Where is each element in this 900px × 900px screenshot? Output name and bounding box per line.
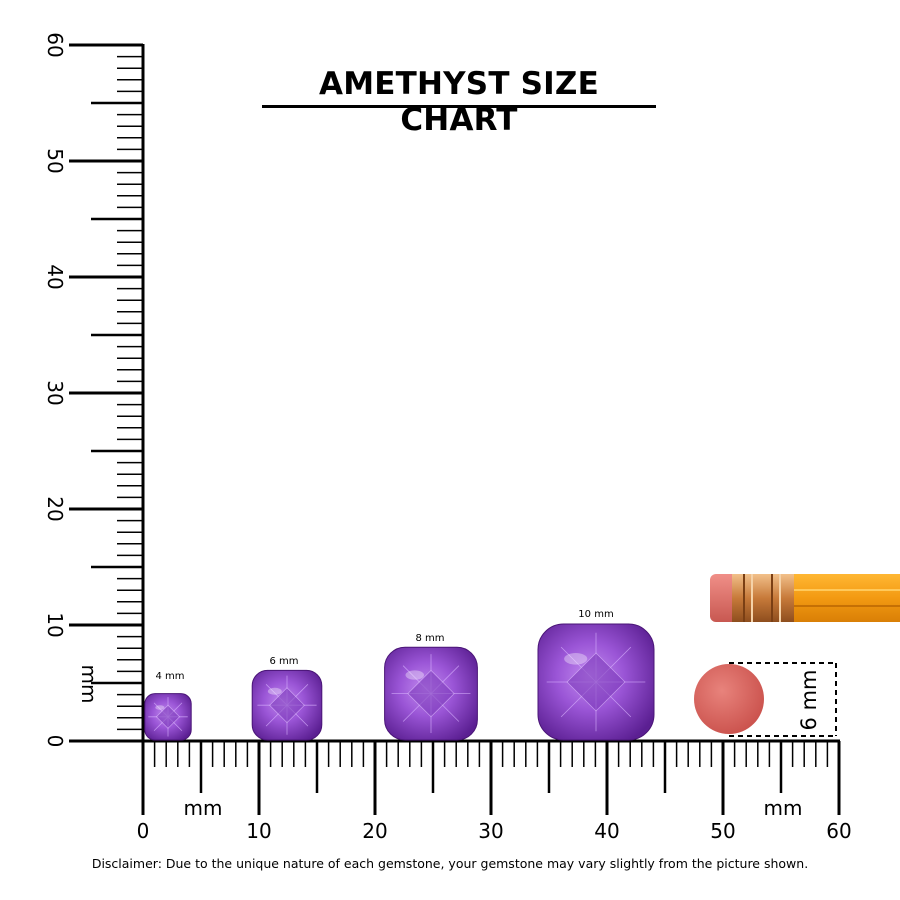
title-underline [262,105,656,108]
x-tick-label: 30 [478,819,503,843]
y-tick-label: 0 [43,735,67,748]
x-tick-label: 20 [362,819,387,843]
eraser-dimension-label: 6 mm [797,670,821,731]
gem-4mm [144,693,192,741]
x-tick-label: 60 [826,819,851,843]
gem-highlight [405,670,425,680]
gem-6mm [251,669,323,741]
gem-label-8mm: 8 mm [415,633,445,644]
horizontal-ruler-labels: 0 10 20 30 40 50 60 [137,819,852,843]
pencil-illustration [710,574,900,622]
y-tick-label: 60 [43,32,67,57]
gem-label-10mm: 10 mm [578,609,614,620]
disclaimer-text: Disclaimer: Due to the unique nature of … [91,856,809,871]
y-tick-label: 40 [43,264,67,289]
pencil-ferrule [732,574,794,622]
gem-label-4mm: 4 mm [155,671,185,682]
gem-highlight [564,653,588,665]
gem-8mm [384,646,478,741]
x-unit-label-right: mm [764,796,803,820]
y-tick-label: 20 [43,496,67,521]
eraser-circle [694,664,764,734]
gem-table [407,669,455,718]
x-tick-label: 0 [137,819,150,843]
y-unit-label: mm [77,665,101,704]
gem-table [566,652,626,712]
x-tick-label: 10 [246,819,271,843]
y-tick-label: 50 [43,148,67,173]
horizontal-ruler-ticks [141,741,841,815]
gem-group [144,623,655,741]
y-tick-label: 10 [43,612,67,637]
gem-table [269,687,305,724]
chart-title: AMETHYST SIZE CHART [319,66,599,138]
gem-label-6mm: 6 mm [269,656,299,667]
x-tick-label: 40 [594,819,619,843]
x-tick-label: 50 [710,819,735,843]
pencil-body [794,574,900,622]
gem-highlight [267,687,282,695]
gem-table [155,704,181,729]
y-tick-label: 30 [43,380,67,405]
vertical-ruler-ticks [69,43,143,743]
vertical-ruler-labels: 0 10 20 30 40 50 60 [43,32,67,747]
gem-10mm [537,623,655,741]
x-unit-label-left: mm [184,796,223,820]
gem-highlight [155,705,165,710]
